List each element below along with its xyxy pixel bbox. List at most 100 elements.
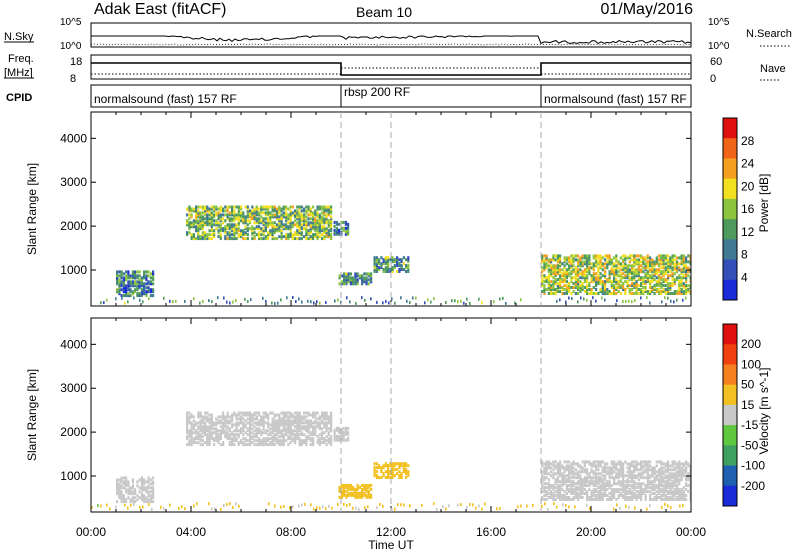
echo-cell bbox=[215, 223, 218, 227]
echo-cell bbox=[235, 425, 238, 429]
echo-cell bbox=[680, 268, 683, 272]
echo-cell bbox=[370, 493, 373, 497]
echo-cell bbox=[653, 268, 656, 272]
echo-cell bbox=[127, 492, 130, 496]
echo-cell bbox=[316, 211, 319, 215]
echo-cell bbox=[687, 472, 690, 476]
cpid-mode-label: normalsound (fast) 157 RF bbox=[544, 92, 687, 106]
echo-cell bbox=[125, 480, 128, 484]
echo-cell bbox=[116, 490, 119, 494]
echo-cell bbox=[565, 464, 568, 468]
echo-cell bbox=[307, 213, 310, 217]
echo-cell bbox=[671, 474, 674, 478]
echo-cell bbox=[273, 207, 276, 211]
echo-cell bbox=[296, 231, 299, 235]
x-tick-label: 00:00 bbox=[676, 525, 706, 539]
echo-cell bbox=[262, 233, 265, 237]
echo-cell bbox=[343, 493, 346, 497]
echo-cell bbox=[689, 292, 691, 295]
echo-cell bbox=[276, 439, 279, 443]
echo-cell bbox=[664, 256, 667, 260]
echo-cell bbox=[687, 476, 690, 480]
echo-cell bbox=[294, 439, 297, 443]
echo-cell bbox=[300, 443, 303, 447]
echo-cell bbox=[606, 488, 609, 492]
echo-cell bbox=[622, 462, 625, 466]
echo-cell bbox=[296, 419, 299, 423]
echo-cell bbox=[682, 494, 685, 497]
echo-cell bbox=[264, 207, 267, 211]
echo-cell bbox=[556, 264, 559, 268]
echo-cell bbox=[644, 288, 647, 291]
echo-cell bbox=[685, 286, 688, 289]
echo-cell bbox=[222, 227, 225, 231]
echo-cell bbox=[646, 260, 649, 264]
echo-cell bbox=[246, 429, 249, 433]
echo-cell bbox=[240, 215, 243, 219]
echo-cell bbox=[231, 439, 234, 443]
echo-cell bbox=[547, 284, 550, 288]
echo-cell bbox=[667, 276, 670, 280]
echo-cell bbox=[206, 207, 209, 211]
echo-cell bbox=[649, 256, 652, 260]
echo-cell bbox=[330, 413, 333, 417]
echo-cell bbox=[660, 460, 663, 464]
echo-cell bbox=[624, 276, 627, 280]
echo-cell bbox=[595, 256, 598, 260]
echo-cell bbox=[321, 431, 324, 435]
echo-cell bbox=[375, 262, 378, 266]
ground-cell bbox=[193, 297, 195, 301]
echo-cell bbox=[619, 466, 622, 470]
echo-cell bbox=[343, 485, 346, 489]
echo-cell bbox=[568, 466, 571, 470]
echo-cell bbox=[228, 437, 231, 441]
echo-cell bbox=[206, 435, 209, 439]
echo-cell bbox=[143, 276, 146, 280]
echo-cell bbox=[400, 268, 403, 271]
echo-cell bbox=[671, 464, 674, 468]
echo-cell bbox=[188, 205, 191, 209]
echo-cell bbox=[312, 221, 315, 225]
echo-cell bbox=[330, 439, 333, 443]
echo-cell bbox=[147, 282, 150, 286]
echo-cell bbox=[267, 213, 270, 217]
ground-cell bbox=[133, 502, 135, 506]
echo-cell bbox=[559, 278, 562, 282]
echo-cell bbox=[581, 492, 584, 495]
echo-cell bbox=[572, 472, 575, 476]
echo-cell bbox=[127, 490, 130, 494]
echo-cell bbox=[637, 260, 640, 264]
echo-cell bbox=[563, 278, 566, 282]
echo-cell bbox=[554, 264, 557, 268]
echo-cell bbox=[626, 470, 629, 474]
echo-cell bbox=[289, 429, 292, 433]
echo-cell bbox=[678, 266, 681, 270]
echo-cell bbox=[660, 468, 663, 472]
echo-cell bbox=[545, 262, 548, 266]
echo-cell bbox=[583, 278, 586, 282]
echo-cell bbox=[400, 464, 403, 468]
echo-cell bbox=[282, 437, 285, 441]
echo-cell bbox=[550, 266, 553, 270]
echo-cell bbox=[667, 464, 670, 468]
echo-cell bbox=[282, 411, 285, 415]
echo-cell bbox=[235, 225, 238, 229]
echo-cell bbox=[145, 488, 148, 492]
echo-cell bbox=[389, 270, 392, 273]
nsearch-tick-top: 10^5 bbox=[708, 17, 730, 28]
echo-cell bbox=[197, 237, 200, 241]
ground-cell bbox=[649, 504, 651, 508]
echo-cell bbox=[289, 217, 292, 221]
echo-cell bbox=[649, 282, 652, 286]
echo-cell bbox=[291, 413, 294, 417]
echo-cell bbox=[192, 441, 195, 445]
echo-cell bbox=[210, 225, 213, 229]
echo-cell bbox=[201, 425, 204, 429]
echo-cell bbox=[608, 254, 611, 258]
echo-cell bbox=[278, 413, 281, 417]
echo-cell bbox=[619, 484, 622, 488]
echo-cell bbox=[280, 435, 283, 439]
echo-cell bbox=[370, 280, 373, 284]
echo-cell bbox=[667, 258, 670, 262]
ground-cell bbox=[283, 505, 285, 509]
